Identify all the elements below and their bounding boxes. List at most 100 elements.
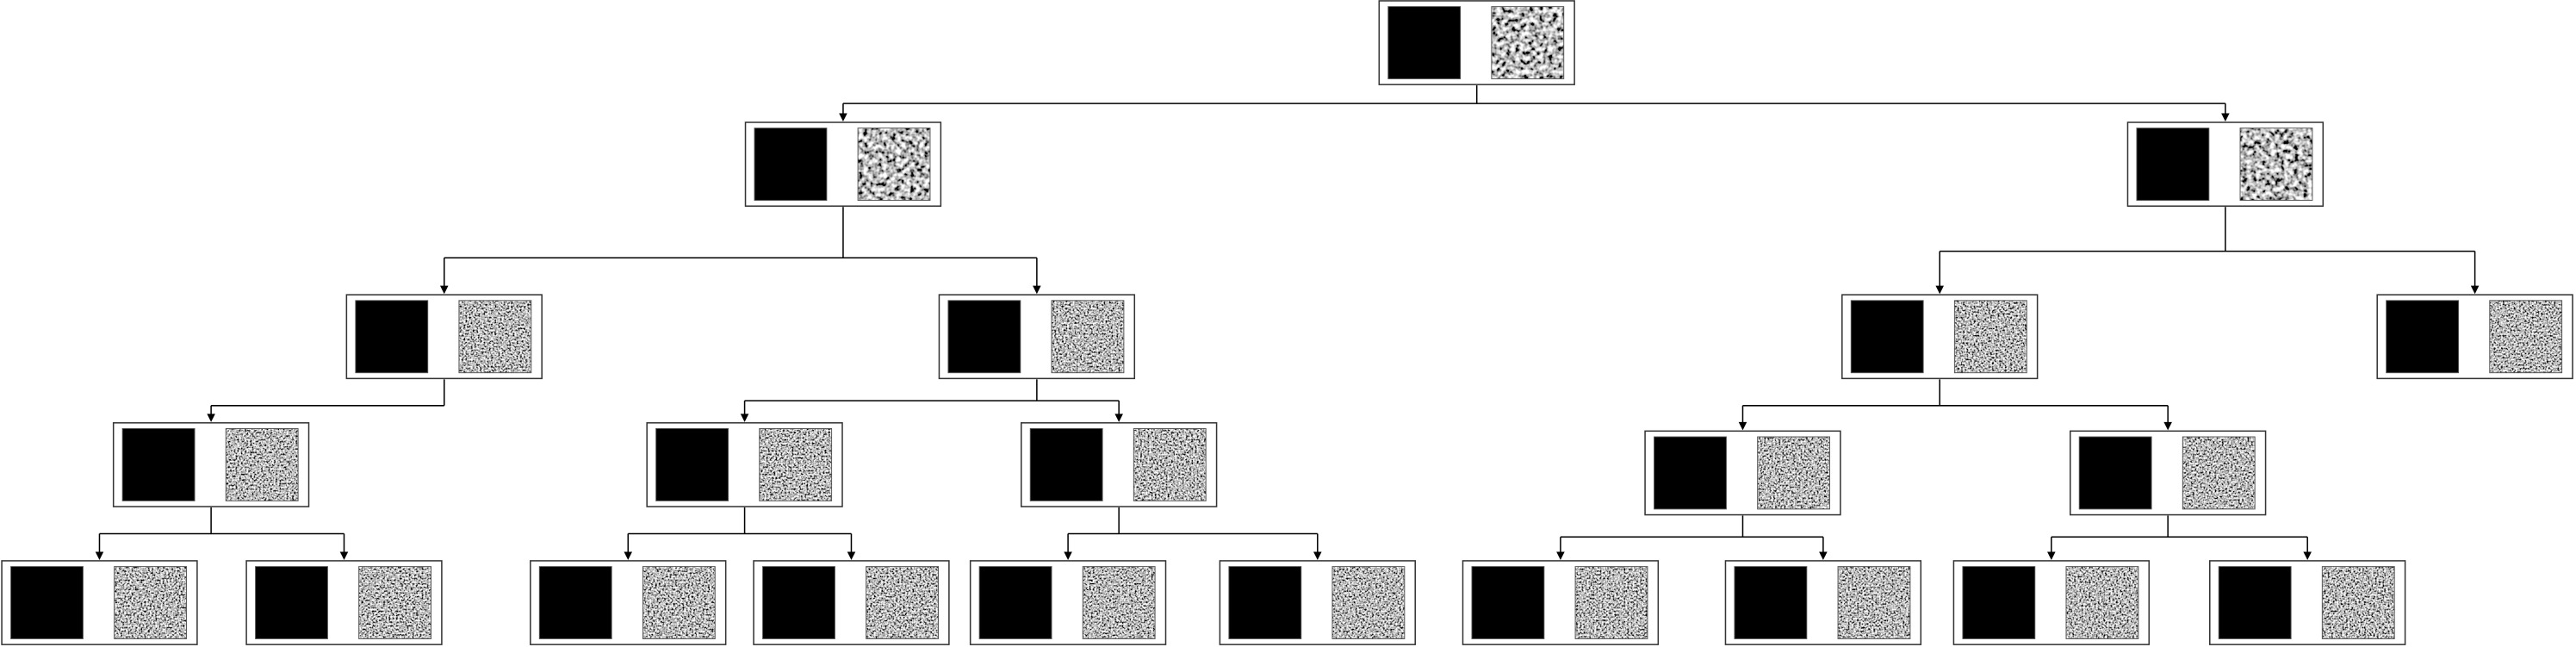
noise-thumbnail [1052, 300, 1124, 373]
noise-thumbnail [759, 428, 832, 501]
thumbnail-border [2136, 128, 2210, 202]
thumbnail-border [1574, 566, 1648, 639]
smooth-thumbnail [1471, 566, 1544, 639]
arrowhead [2221, 113, 2230, 122]
thumbnail-border [1734, 566, 1808, 639]
thumbnail-border [1029, 428, 1103, 501]
thumbnail-border [762, 566, 835, 639]
smooth-thumbnail [2219, 566, 2292, 639]
smooth-thumbnail [2079, 437, 2152, 509]
smooth-thumbnail [355, 300, 428, 373]
thumbnail-border [857, 128, 931, 202]
noise-thumbnail [858, 128, 930, 201]
thumbnail-border [225, 428, 299, 501]
arrowhead [740, 414, 749, 422]
thumbnail-border [947, 300, 1021, 374]
thumbnail-border [2489, 300, 2563, 374]
arrowhead [1033, 285, 1041, 295]
smooth-thumbnail [1387, 6, 1461, 79]
arrowhead [1819, 551, 1828, 560]
thumbnail-border [1387, 6, 1462, 79]
noise-thumbnail [226, 428, 299, 501]
arrowhead [624, 551, 633, 560]
thumbnail-border [255, 566, 328, 639]
thumbnail-border [121, 428, 196, 501]
thumbnail-border [2218, 566, 2292, 639]
thumbnail-border [114, 566, 187, 639]
noise-thumbnail [1133, 428, 1207, 501]
thumbnail-border [866, 566, 939, 639]
thumbnail-border [1837, 566, 1911, 639]
noise-thumbnail [866, 566, 939, 639]
noise-thumbnail [1331, 566, 1405, 639]
noise-thumbnail [358, 566, 431, 639]
thumbnail-border [1962, 566, 2036, 639]
smooth-thumbnail [1734, 566, 1807, 639]
arrowhead [95, 551, 104, 560]
noise-thumbnail [2322, 566, 2395, 639]
arrowhead [1114, 414, 1123, 422]
thumbnail-border [355, 300, 429, 374]
thumbnail-border [1491, 6, 1565, 79]
noise-thumbnail [2240, 128, 2312, 201]
smooth-thumbnail [2386, 300, 2459, 373]
arrowhead [2047, 551, 2056, 560]
noise-thumbnail [1491, 6, 1564, 79]
smooth-thumbnail [10, 566, 84, 639]
noise-thumbnail [1757, 437, 1830, 509]
smooth-thumbnail [255, 566, 328, 639]
smooth-thumbnail [1654, 437, 1727, 509]
smooth-thumbnail [1228, 566, 1301, 639]
arrowhead [1064, 551, 1072, 560]
thumbnail-border [1228, 566, 1302, 639]
smooth-thumbnail [122, 428, 196, 501]
smooth-thumbnail [1962, 566, 2035, 639]
thumbnail-border [2386, 300, 2460, 374]
thumbnail-border [1471, 566, 1545, 639]
smooth-thumbnail [2136, 128, 2209, 201]
noise-thumbnail [2182, 437, 2256, 509]
smooth-thumbnail [947, 300, 1021, 373]
smooth-thumbnail [1851, 300, 1924, 373]
noise-thumbnail [642, 566, 716, 639]
arrowhead [440, 285, 449, 295]
smooth-thumbnail [539, 566, 612, 639]
thumbnail-border [10, 566, 84, 639]
arrowhead [1738, 421, 1747, 431]
thumbnail-border [1850, 300, 1924, 374]
thumbnail-border [978, 566, 1052, 639]
noise-thumbnail [1838, 566, 1910, 639]
thumbnail-border [1654, 436, 1727, 510]
noise-thumbnail [1575, 566, 1648, 639]
smooth-thumbnail [762, 566, 835, 639]
noise-thumbnail [2065, 566, 2138, 639]
smooth-thumbnail [979, 566, 1052, 639]
arrowhead [839, 113, 847, 122]
arrowhead [847, 551, 856, 560]
noise-thumbnail [2489, 300, 2562, 373]
thumbnail-border [358, 566, 431, 639]
thumbnail-border [1082, 566, 1156, 639]
arrowhead [1935, 285, 1944, 295]
thumbnail-border [1331, 566, 1406, 639]
arrowhead [339, 551, 349, 560]
thumbnail-border [2065, 566, 2139, 639]
smooth-thumbnail [655, 428, 729, 501]
noise-thumbnail [114, 566, 187, 639]
thumbnail-border [655, 428, 729, 501]
thumbnail-border [538, 566, 612, 639]
thumbnail-border [1757, 436, 1830, 510]
arrowhead [1313, 551, 1322, 560]
arrowhead [207, 414, 215, 422]
thumbnail-border [458, 300, 532, 374]
thumbnail-border [2321, 566, 2395, 639]
noise-thumbnail [458, 300, 531, 373]
thumbnail-border [2078, 436, 2152, 510]
thumbnail-border [642, 566, 716, 639]
thumbnail-border [2239, 128, 2313, 202]
thumbnail-border [1953, 300, 2027, 374]
thumbnail-border [1051, 300, 1125, 374]
noise-thumbnail [1083, 566, 1156, 639]
